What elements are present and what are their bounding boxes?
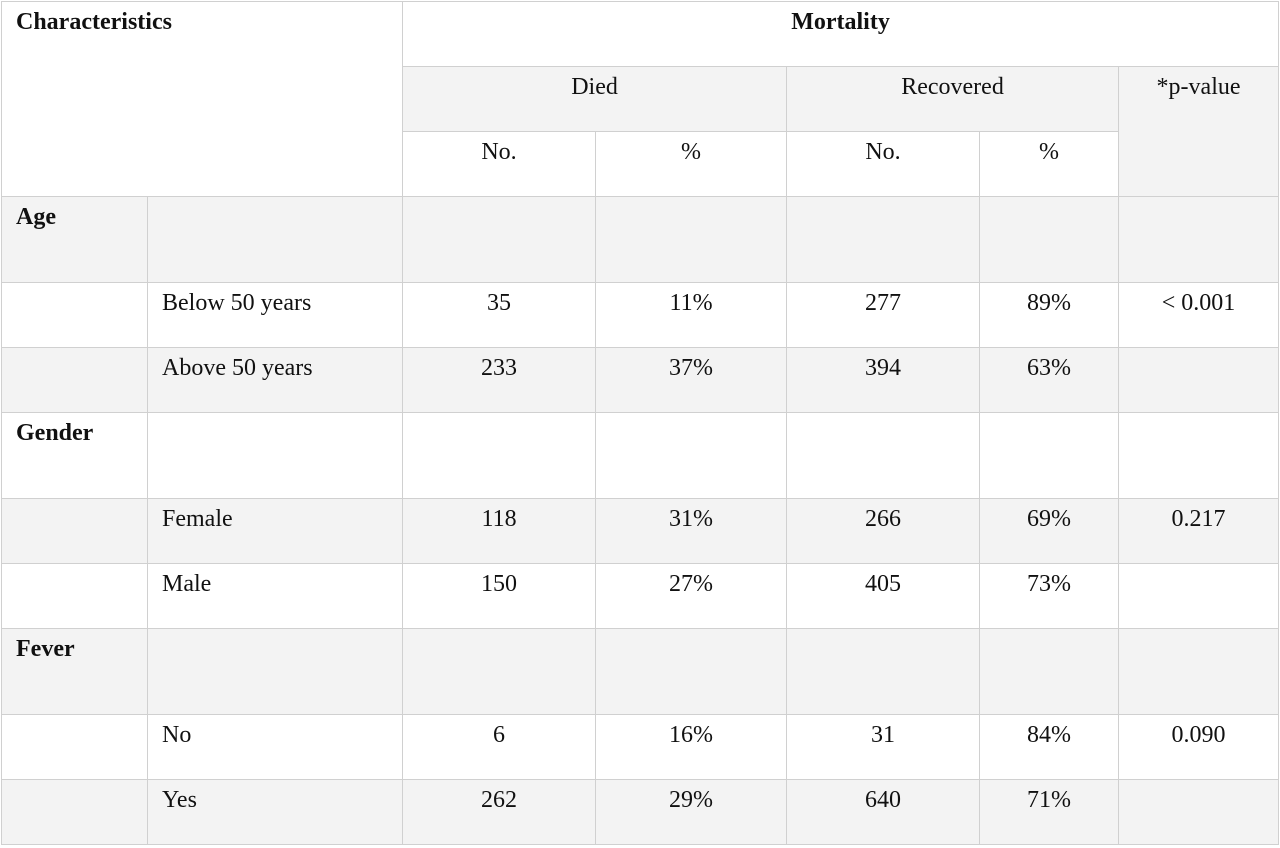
empty-cell <box>146 412 404 499</box>
row-label: Yes <box>146 779 404 845</box>
group-label: Fever <box>1 628 148 715</box>
empty-cell <box>979 412 1120 499</box>
group-label: Age <box>1 196 148 283</box>
recovered-no-cell: 394 <box>786 347 981 413</box>
group-row-fever: Fever <box>1 628 1280 715</box>
recovered-no-cell: 31 <box>786 714 981 780</box>
table-row: Below 50 years 35 11% 277 89% < 0.001 <box>1 282 1280 348</box>
recovered-no-header: No. <box>786 131 981 197</box>
characteristics-header: Characteristics <box>0 1 404 197</box>
table-row: No 6 16% 31 84% 0.090 <box>1 714 1280 780</box>
died-header: Died <box>402 66 788 132</box>
recovered-pct-cell: 89% <box>979 282 1120 348</box>
recovered-pct-cell: 73% <box>979 563 1120 629</box>
row-label: Above 50 years <box>146 347 404 413</box>
empty-cell <box>402 196 597 283</box>
empty-cell <box>1118 196 1280 283</box>
empty-cell <box>1 282 148 348</box>
died-pct-cell: 16% <box>595 714 788 780</box>
died-no-cell: 233 <box>402 347 597 413</box>
row-label: Male <box>146 563 404 629</box>
p-value-cell: 0.090 <box>1118 714 1280 780</box>
p-value-cell <box>1118 563 1280 629</box>
empty-cell <box>1 347 148 413</box>
empty-cell <box>979 196 1120 283</box>
recovered-no-cell: 266 <box>786 498 981 564</box>
died-pct-cell: 37% <box>595 347 788 413</box>
empty-cell <box>786 196 981 283</box>
empty-cell <box>786 628 981 715</box>
p-value-cell: 0.217 <box>1118 498 1280 564</box>
group-row-age: Age <box>1 196 1280 283</box>
empty-cell <box>402 412 597 499</box>
empty-cell <box>146 628 404 715</box>
recovered-no-cell: 640 <box>786 779 981 845</box>
died-no-cell: 150 <box>402 563 597 629</box>
empty-cell <box>1 714 148 780</box>
empty-cell <box>1118 628 1280 715</box>
empty-cell <box>146 196 404 283</box>
recovered-no-cell: 405 <box>786 563 981 629</box>
p-value-cell: < 0.001 <box>1118 282 1280 348</box>
empty-cell <box>595 196 788 283</box>
died-no-cell: 6 <box>402 714 597 780</box>
mortality-header: Mortality <box>402 1 1280 67</box>
recovered-pct-cell: 63% <box>979 347 1120 413</box>
row-label: Female <box>146 498 404 564</box>
row-label: Below 50 years <box>146 282 404 348</box>
recovered-pct-cell: 69% <box>979 498 1120 564</box>
group-row-gender: Gender <box>1 412 1280 499</box>
group-label: Gender <box>1 412 148 499</box>
empty-cell <box>1 498 148 564</box>
died-pct-cell: 11% <box>595 282 788 348</box>
empty-cell <box>1 779 148 845</box>
recovered-header: Recovered <box>786 66 1120 132</box>
recovered-pct-header: % <box>979 131 1120 197</box>
p-value-header: *p-value <box>1118 66 1280 197</box>
recovered-no-cell: 277 <box>786 282 981 348</box>
table-row: Male 150 27% 405 73% <box>1 563 1280 629</box>
recovered-pct-cell: 84% <box>979 714 1120 780</box>
empty-cell <box>1 563 148 629</box>
header-row-1: Characteristics Mortality <box>0 1 1280 197</box>
row-label: No <box>146 714 404 780</box>
table-row: Yes 262 29% 640 71% <box>1 779 1280 845</box>
empty-cell <box>1118 412 1280 499</box>
died-no-cell: 262 <box>402 779 597 845</box>
died-pct-header: % <box>595 131 788 197</box>
p-value-cell <box>1118 347 1280 413</box>
died-pct-cell: 27% <box>595 563 788 629</box>
empty-cell <box>402 628 597 715</box>
died-no-cell: 118 <box>402 498 597 564</box>
p-value-cell <box>1118 779 1280 845</box>
header-row-3: No. % No. % <box>2 131 1279 197</box>
died-no-cell: 35 <box>402 282 597 348</box>
empty-cell <box>595 628 788 715</box>
empty-cell <box>595 412 788 499</box>
died-no-header: No. <box>402 131 597 197</box>
recovered-pct-cell: 71% <box>979 779 1120 845</box>
table-row: Female 118 31% 266 69% 0.217 <box>1 498 1280 564</box>
died-pct-cell: 31% <box>595 498 788 564</box>
table-row: Above 50 years 233 37% 394 63% <box>1 347 1280 413</box>
empty-cell <box>786 412 981 499</box>
header-row-2: Died Recovered *p-value <box>2 66 1280 197</box>
died-pct-cell: 29% <box>595 779 788 845</box>
empty-cell <box>979 628 1120 715</box>
